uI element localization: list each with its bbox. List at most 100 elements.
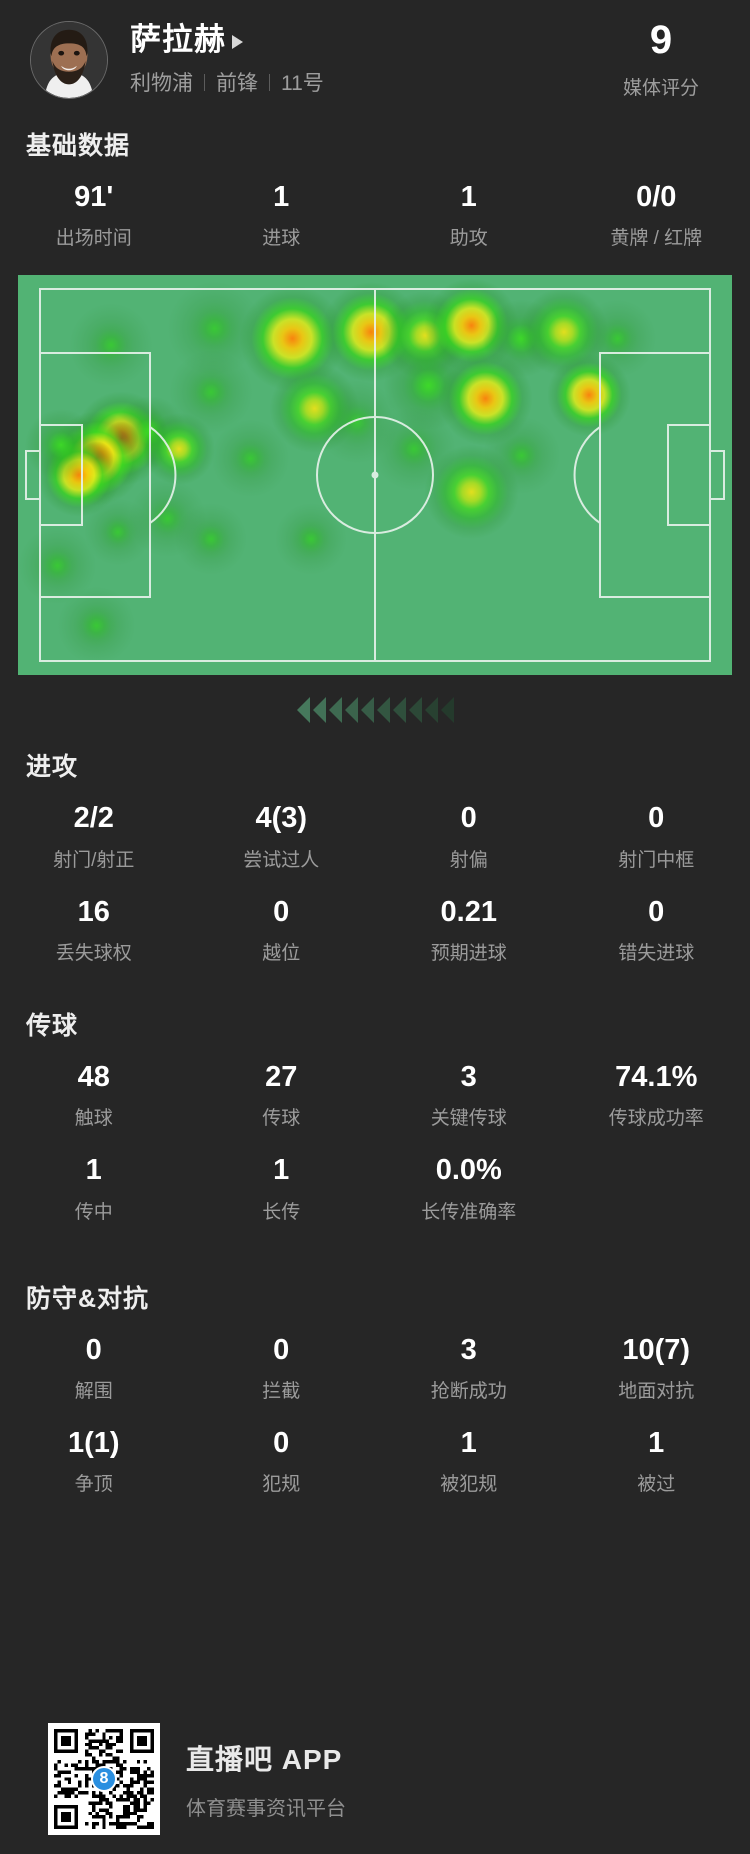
stat-cell-long-ball-accuracy: 0.0% 长传准确率 — [375, 1141, 563, 1234]
stat-label: 拦截 — [262, 1381, 301, 1403]
player-identity: 萨拉赫 利物浦 前锋 11号 — [130, 21, 614, 97]
stat-cell-minutes: 91' 出场时间 — [0, 168, 188, 261]
qr-logo: 8 — [91, 1766, 117, 1792]
stat-label: 长传准确率 — [421, 1201, 517, 1223]
heat-blobs — [18, 275, 732, 675]
heat-blob — [166, 494, 255, 583]
stat-cell-crosses: 1 传中 — [0, 1141, 188, 1234]
chevron-left-icon — [312, 697, 326, 724]
stat-row: 16 丢失球权 0 越位 0.21 预期进球 0 错失进球 — [0, 883, 750, 976]
chevron-left-icon — [408, 697, 422, 724]
stat-label: 射偏 — [449, 849, 488, 871]
stat-value: 0 — [460, 802, 477, 835]
stat-cell-dribbled-past: 1 被过 — [563, 1414, 750, 1507]
qr-code[interactable]: 8 — [48, 1723, 160, 1835]
stat-cell-tackles-won: 3 抢断成功 — [375, 1321, 563, 1414]
section-attack: 进攻 2/2 射门/射正 4(3) 尝试过人 0 射偏 0 射门中框 16 丢失… — [0, 733, 750, 976]
meta-divider — [269, 73, 270, 91]
stat-value: 1 — [273, 1154, 290, 1187]
section-title-defense: 防守&对抗 — [26, 1284, 150, 1313]
stat-label: 传球 — [262, 1108, 301, 1130]
stat-value: 0 — [273, 895, 290, 928]
stat-label: 助攻 — [449, 228, 488, 250]
app-name: 直播吧 APP — [186, 1743, 343, 1775]
section-title-attack: 进攻 — [26, 753, 79, 782]
stat-cell-touches: 48 触球 — [0, 1048, 188, 1141]
avatar[interactable] — [30, 21, 108, 99]
stat-value: 0.21 — [440, 895, 497, 928]
stat-cell-shots: 2/2 射门/射正 — [0, 789, 188, 882]
stat-label: 黄牌 / 红牌 — [610, 228, 703, 250]
player-position: 前锋 — [216, 72, 258, 96]
stat-cell-possession-lost: 16 丢失球权 — [0, 883, 188, 976]
stat-cell-xg: 0.21 预期进球 — [375, 883, 563, 976]
section-spacer — [0, 1235, 750, 1265]
pitch-heatmap[interactable] — [18, 275, 732, 676]
section-spacer — [0, 976, 750, 992]
rating-value: 9 — [649, 18, 673, 62]
stat-value: 3 — [460, 1333, 477, 1366]
stat-label: 传球成功率 — [608, 1108, 704, 1130]
stat-value: 0.0% — [435, 1154, 502, 1187]
heat-blob — [49, 577, 144, 673]
stat-value: 4(3) — [255, 802, 308, 835]
section-defense: 防守&对抗 0 解围 0 拦截 3 抢断成功 10(7) 地面对抗 1(1) 争… — [0, 1265, 750, 1508]
stat-label: 进球 — [262, 228, 301, 250]
chevron-left-icon — [344, 697, 358, 724]
stat-label: 传中 — [74, 1201, 113, 1223]
stat-cell-passes: 27 传球 — [188, 1048, 376, 1141]
stat-label: 解围 — [74, 1381, 113, 1403]
stat-row: 91' 出场时间 1 进球 1 助攻 0/0 黄牌 / 红牌 — [0, 168, 750, 261]
heat-blob — [18, 401, 105, 490]
stat-row: 0 解围 0 拦截 3 抢断成功 10(7) 地面对抗 — [0, 1321, 750, 1414]
stat-value: 1 — [460, 181, 477, 213]
stat-value: 2/2 — [73, 802, 114, 835]
stat-value: 1(1) — [67, 1427, 120, 1460]
player-avatar-image — [31, 22, 107, 98]
stat-value: 0 — [648, 802, 665, 835]
stat-cell-empty — [563, 1141, 750, 1234]
app-promo-footer: 8 直播吧 APP 体育赛事资讯平台 — [0, 1704, 750, 1854]
stat-value: 0/0 — [636, 181, 677, 213]
stat-cell-aerial-duels: 1(1) 争顶 — [0, 1414, 188, 1507]
stat-value: 91' — [74, 181, 114, 213]
chevron-left-icon — [328, 697, 342, 724]
stat-value: 0 — [85, 1333, 102, 1366]
stat-cell-cards: 0/0 黄牌 / 红牌 — [563, 168, 750, 261]
stat-label: 被犯规 — [440, 1474, 498, 1496]
stat-row: 48 触球 27 传球 3 关键传球 74.1% 传球成功率 — [0, 1048, 750, 1141]
shirt-number: 11号 — [281, 72, 324, 96]
stat-cell-big-chance-missed: 0 错失进球 — [563, 883, 750, 976]
stat-label: 射门中框 — [618, 849, 695, 871]
stat-label: 触球 — [74, 1108, 113, 1130]
media-rating: 9 媒体评分 — [614, 20, 724, 100]
page-title: 萨拉赫 — [130, 21, 226, 57]
app-info: 直播吧 APP 体育赛事资讯平台 — [186, 1738, 346, 1821]
stat-cell-goals: 1 进球 — [188, 168, 376, 261]
section-passing: 传球 48 触球 27 传球 3 关键传球 74.1% 传球成功率 1 传中 1… — [0, 992, 750, 1235]
stat-cell-interceptions: 0 拦截 — [188, 1321, 376, 1414]
stat-value: 1 — [85, 1154, 102, 1187]
stat-label: 射门/射正 — [53, 849, 135, 871]
stat-row: 1(1) 争顶 0 犯规 1 被犯规 1 被过 — [0, 1414, 750, 1507]
stat-cell-key-passes: 3 关键传球 — [375, 1048, 563, 1141]
stat-cell-fouls: 0 犯规 — [188, 1414, 376, 1507]
heat-blob — [59, 294, 162, 397]
stat-value: 74.1% — [615, 1061, 698, 1094]
stat-cell-long-balls: 1 长传 — [188, 1141, 376, 1234]
stat-cell-fouled: 1 被犯规 — [375, 1414, 563, 1507]
stat-value: 0 — [273, 1333, 290, 1366]
stat-value: 3 — [460, 1061, 477, 1094]
stat-value: 1 — [460, 1427, 477, 1460]
stat-value: 16 — [77, 895, 110, 928]
section-title-basic: 基础数据 — [26, 132, 131, 160]
stat-label: 被过 — [637, 1474, 676, 1496]
heat-blob — [413, 434, 530, 550]
stat-value: 10(7) — [622, 1333, 691, 1366]
stat-label: 关键传球 — [430, 1108, 507, 1130]
stat-cell-woodwork: 0 射门中框 — [563, 789, 750, 882]
stat-label: 越位 — [262, 943, 301, 965]
triangle-right-icon[interactable] — [232, 35, 243, 49]
chevron-left-icon — [360, 697, 374, 724]
chevron-left-icon — [440, 697, 454, 724]
